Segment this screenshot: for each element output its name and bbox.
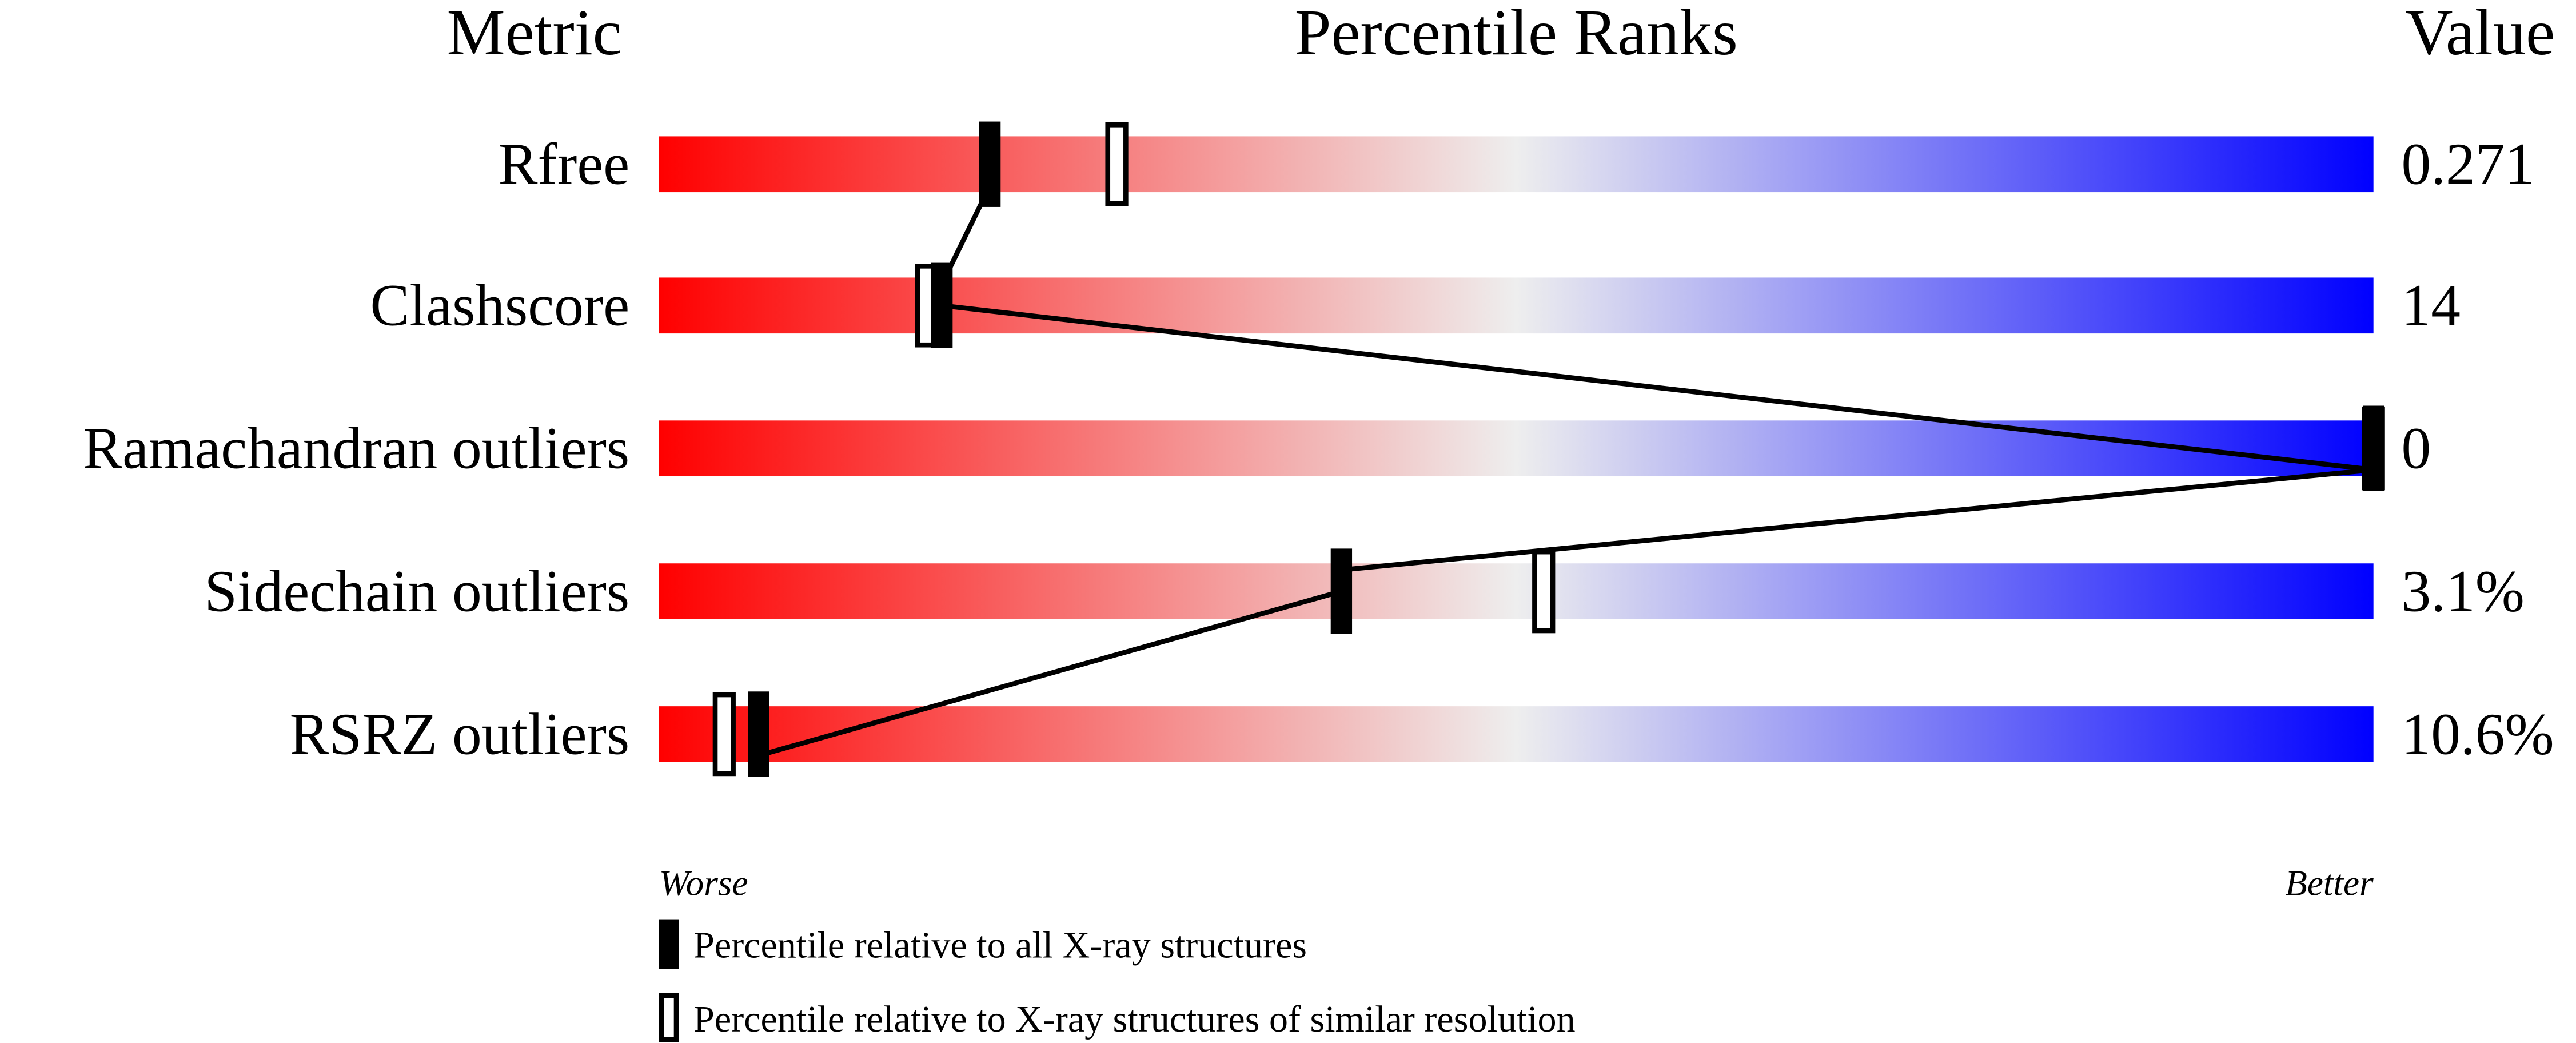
marker-similar-resolution: [712, 692, 736, 777]
chart-title: Percentile Ranks: [1295, 0, 1738, 69]
connector-line: [1341, 467, 2374, 573]
marker-all-structures: [2363, 405, 2384, 491]
legend-open-marker: [659, 993, 679, 1042]
connector-line: [942, 302, 2374, 472]
worse-label: Worse: [659, 863, 748, 903]
metric-value: 0: [2402, 416, 2431, 481]
metric-value: 3.1%: [2402, 559, 2525, 624]
header-value: Value: [2406, 0, 2555, 69]
metric-value: 14: [2402, 273, 2461, 339]
metric-label: Clashscore: [370, 273, 629, 339]
percentile-bar: [659, 706, 2374, 762]
metric-label: Sidechain outliers: [204, 559, 629, 624]
legend-open-label: Percentile relative to X-ray structures …: [693, 998, 1575, 1040]
percentile-bar: [659, 563, 2374, 619]
metric-label: Rfree: [499, 132, 630, 197]
marker-similar-resolution: [1532, 549, 1556, 634]
metric-value: 0.271: [2402, 132, 2535, 197]
metric-label: Ramachandran outliers: [83, 416, 629, 481]
legend-filled-label: Percentile relative to all X-ray structu…: [693, 925, 1307, 966]
better-label: Better: [2285, 863, 2374, 903]
marker-all-structures: [748, 691, 769, 777]
legend-filled-marker: [659, 919, 679, 969]
header-metric: Metric: [446, 0, 621, 69]
marker-all-structures: [1330, 548, 1353, 634]
percentile-bar: [659, 136, 2374, 193]
percentile-bar: [659, 420, 2374, 477]
connector-line: [757, 588, 1342, 758]
metric-label: RSRZ outliers: [290, 702, 630, 767]
marker-similar-resolution: [1105, 122, 1129, 206]
metric-value: 10.6%: [2402, 702, 2554, 767]
marker-all-structures: [931, 262, 953, 348]
marker-all-structures: [979, 121, 1001, 207]
